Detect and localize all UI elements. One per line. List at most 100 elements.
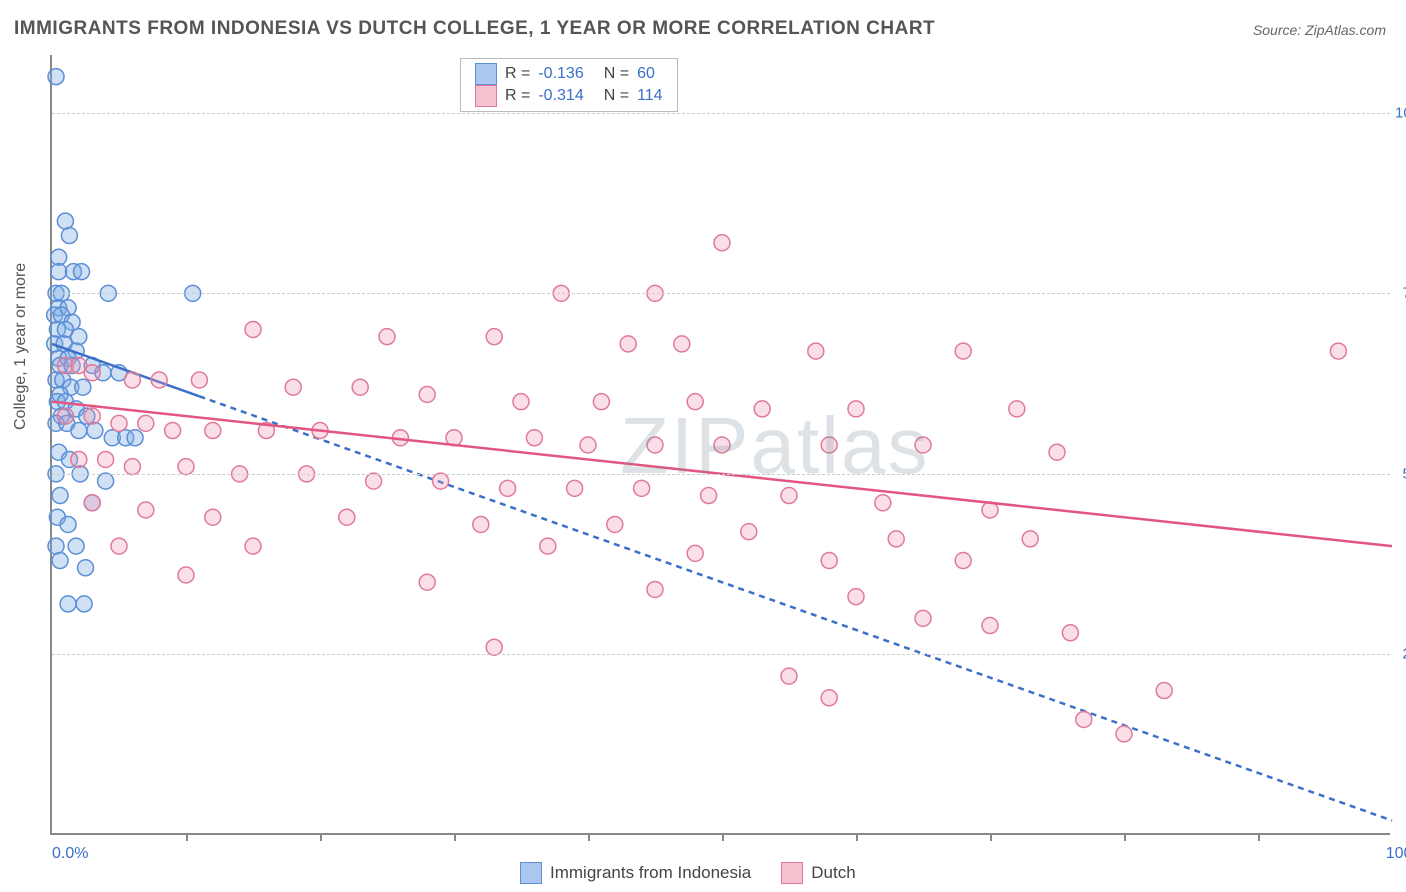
data-point [955, 343, 971, 359]
data-point [68, 538, 84, 554]
gridline [52, 113, 1390, 114]
data-point [620, 336, 636, 352]
data-point [366, 473, 382, 489]
data-point [138, 502, 154, 518]
legend-series: Immigrants from IndonesiaDutch [520, 862, 856, 884]
x-min-label: 0.0% [52, 845, 88, 863]
legend-swatch [520, 862, 542, 884]
data-point [245, 321, 261, 337]
data-point [915, 437, 931, 453]
legend-r-label: R = [505, 87, 530, 105]
data-point [1022, 531, 1038, 547]
data-point [71, 423, 87, 439]
data-point [57, 408, 73, 424]
data-point [52, 488, 68, 504]
data-point [1116, 726, 1132, 742]
data-point [433, 473, 449, 489]
data-point [486, 329, 502, 345]
x-max-label: 100.0% [1386, 845, 1406, 863]
data-point [71, 451, 87, 467]
data-point [500, 480, 516, 496]
x-tick [320, 833, 322, 841]
data-point [60, 596, 76, 612]
data-point [1049, 444, 1065, 460]
data-point [111, 538, 127, 554]
y-tick-label: 100.0% [1395, 104, 1406, 121]
data-point [245, 538, 261, 554]
data-point [647, 437, 663, 453]
x-tick [1124, 833, 1126, 841]
data-point [51, 249, 67, 265]
legend-r-label: R = [505, 65, 530, 83]
data-point [821, 690, 837, 706]
data-point [191, 372, 207, 388]
data-point [875, 495, 891, 511]
legend-n-label: N = [604, 65, 629, 83]
data-point [821, 437, 837, 453]
data-point [419, 574, 435, 590]
series-legend-label: Immigrants from Indonesia [550, 863, 751, 883]
legend-correlation: R = -0.136N = 60R = -0.314N = 114 [460, 58, 678, 112]
gridline [52, 293, 1390, 294]
source-attribution: Source: ZipAtlas.com [1253, 22, 1386, 38]
legend-n-value: 60 [637, 65, 655, 83]
trend-line-dashed [199, 396, 1392, 820]
data-point [701, 488, 717, 504]
data-point [98, 473, 114, 489]
legend-swatch [475, 85, 497, 107]
data-point [486, 639, 502, 655]
legend-n-value: 114 [637, 87, 663, 105]
data-point [888, 531, 904, 547]
data-point [379, 329, 395, 345]
data-point [1009, 401, 1025, 417]
x-tick [454, 833, 456, 841]
data-point [982, 618, 998, 634]
y-axis-label: College, 1 year or more [12, 263, 30, 430]
data-point [57, 213, 73, 229]
data-point [127, 430, 143, 446]
data-point [513, 394, 529, 410]
data-point [714, 235, 730, 251]
data-point [687, 545, 703, 561]
data-point [848, 401, 864, 417]
data-point [60, 516, 76, 532]
data-point [73, 264, 89, 280]
data-point [473, 516, 489, 532]
data-point [48, 538, 64, 554]
data-point [124, 372, 140, 388]
data-point [205, 423, 221, 439]
data-point [151, 372, 167, 388]
x-tick [990, 833, 992, 841]
data-point [647, 581, 663, 597]
data-point [526, 430, 542, 446]
legend-swatch [475, 63, 497, 85]
data-point [821, 553, 837, 569]
data-point [339, 509, 355, 525]
data-point [205, 509, 221, 525]
data-point [1062, 625, 1078, 641]
data-point [75, 379, 91, 395]
legend-row: R = -0.314N = 114 [475, 85, 663, 107]
y-tick-label: 25.0% [1395, 646, 1406, 663]
data-point [51, 264, 67, 280]
legend-r-value: -0.314 [538, 87, 583, 105]
data-point [76, 596, 92, 612]
data-point [419, 386, 435, 402]
data-point [61, 228, 77, 244]
data-point [567, 480, 583, 496]
data-point [285, 379, 301, 395]
data-point [1156, 683, 1172, 699]
data-point [915, 610, 931, 626]
data-point [87, 423, 103, 439]
data-point [1330, 343, 1346, 359]
data-point [781, 668, 797, 684]
data-point [352, 379, 368, 395]
data-point [71, 329, 87, 345]
gridline [52, 474, 1390, 475]
legend-row: R = -0.136N = 60 [475, 63, 663, 85]
gridline [52, 654, 1390, 655]
plot-area: 25.0%50.0%75.0%100.0%0.0%100.0% [50, 55, 1390, 835]
data-point [48, 69, 64, 85]
data-point [84, 365, 100, 381]
series-legend-item: Immigrants from Indonesia [520, 862, 751, 884]
